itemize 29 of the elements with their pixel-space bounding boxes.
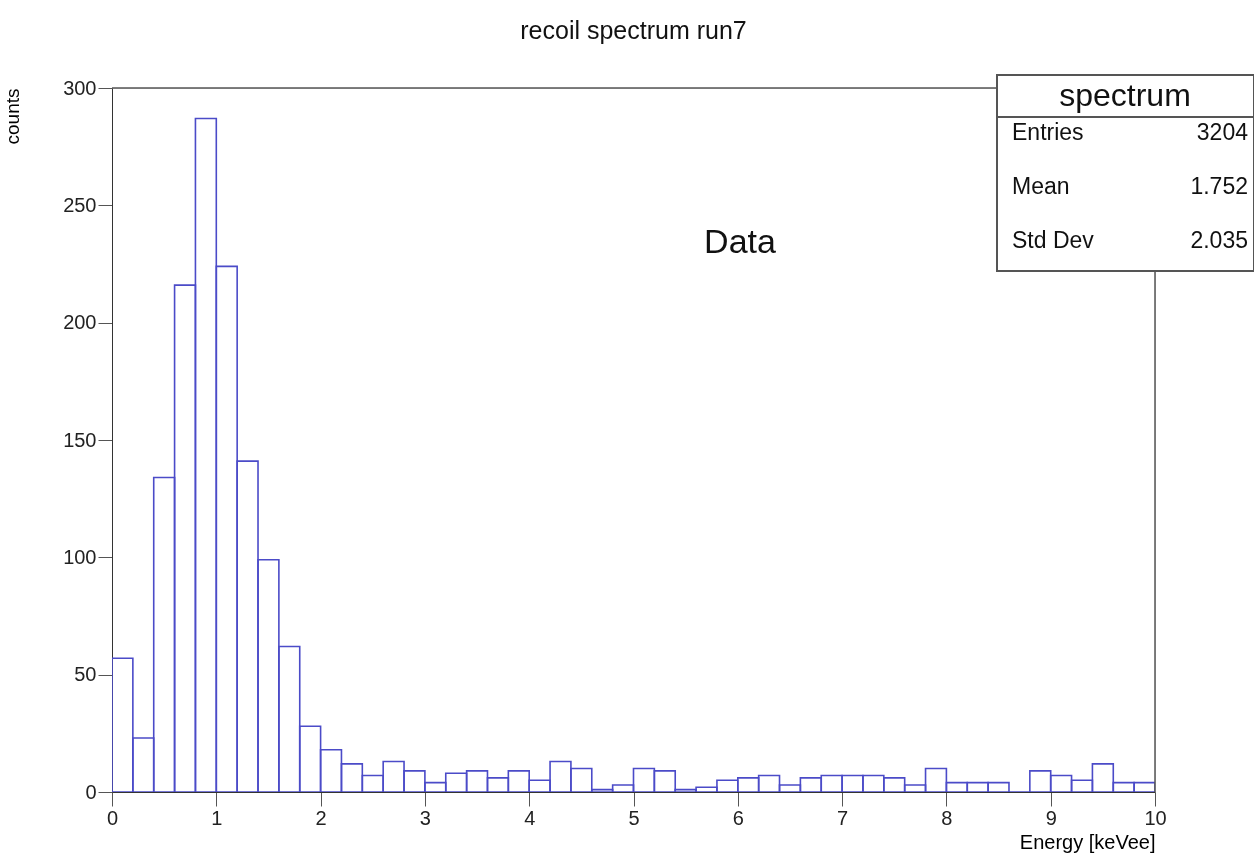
chart-title: recoil spectrum run7: [520, 16, 747, 44]
y-tick-label: 50: [74, 663, 97, 686]
x-tick-label: 5: [628, 806, 640, 829]
y-tick-label: 0: [85, 780, 97, 803]
x-tick-label: 8: [941, 806, 953, 829]
x-tick-label: 10: [1144, 806, 1167, 829]
annotation: Std Dev: [1012, 227, 1095, 253]
y-tick-label: 150: [63, 428, 97, 451]
x-tick-label: 4: [524, 806, 536, 829]
x-axis-title: Energy [keVee]: [1019, 830, 1156, 853]
text: 3204: [1196, 119, 1249, 145]
annotation: spectrum: [1059, 77, 1191, 113]
text: 1.752: [1190, 173, 1248, 199]
y-axis-title: counts: [1, 88, 23, 145]
annotation: Entries: [1012, 119, 1084, 145]
annotation: Mean: [1012, 173, 1070, 199]
text: 2.035: [1190, 227, 1248, 253]
x-tick-label: 1: [211, 806, 223, 829]
x-tick-label: 2: [315, 806, 327, 829]
annotation: Data: [704, 222, 776, 260]
x-tick-label: 7: [837, 806, 849, 829]
y-tick-label: 100: [63, 545, 97, 568]
y-tick-label: 300: [63, 76, 97, 99]
y-tick-label: 250: [63, 193, 97, 216]
x-tick-label: 3: [419, 806, 431, 829]
x-tick-label: 6: [732, 806, 744, 829]
x-tick-label: 9: [1045, 806, 1057, 829]
y-tick-label: 200: [63, 311, 97, 334]
x-tick-label: 0: [106, 806, 119, 829]
